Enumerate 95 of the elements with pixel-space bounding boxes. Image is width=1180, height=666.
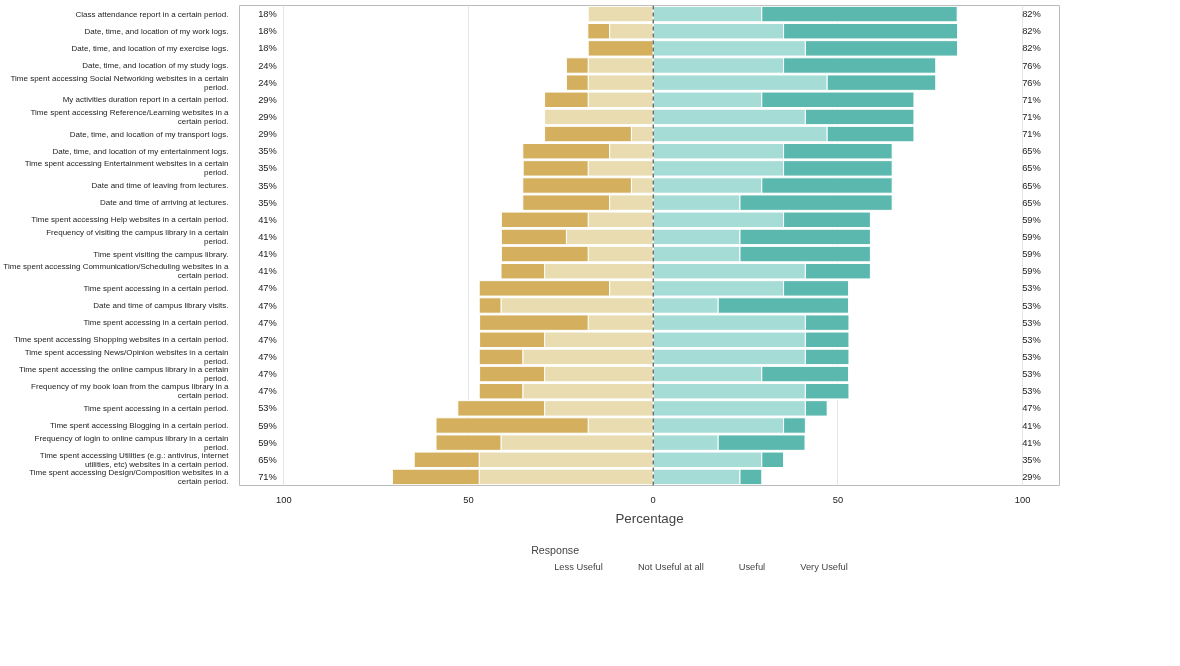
y-tick-label: Date, time, and location of my exercise logs. [71,43,229,53]
annotation: 41% [1022,420,1041,431]
y-tick-label: Time spent visiting the campus library. [93,249,229,259]
annotation: 71% [1022,94,1041,105]
y-tick-label: Time spent accessing in a certain period. [83,318,229,328]
y-tick-label: Time spent accessing Communication/Scheduling websites in a certain period. [3,262,230,281]
y-tick-label: Time spent accessing Shopping websites in a certain period. [14,335,229,345]
annotation: 82% [1022,26,1041,37]
y-tick-label: Time spent accessing Social Networking websites in a certain period. [10,73,229,92]
annotation: 35% [258,163,277,174]
y-tick-label: Date, time, and location of my study logs. [82,61,229,70]
y-tick-label: Frequency of my book loan from the campus library in a certain period. [31,382,230,401]
annotation: 59% [258,420,277,431]
annotation: 41% [258,231,277,242]
annotation: 71% [1022,111,1041,122]
annotation: 47% [258,334,277,345]
annotation: 53% [1022,369,1041,380]
annotation: 29% [258,129,277,140]
annotation: 71% [258,471,277,482]
annotation: 18% [258,43,277,54]
y-tick-label: Frequency of visiting the campus library in a certain period. [46,227,229,246]
annotation: 18% [258,9,277,20]
y-tick-label: Time spent accessing Entertainment websites in a certain period. [24,159,229,178]
text: Useful [738,561,766,572]
y-tick-label: Time spent accessing in a certain period. [83,403,229,413]
annotation: 53% [1022,317,1041,328]
annotation: 47% [258,351,277,362]
x-axis-title: Percentage [615,510,684,526]
annotation: 35% [258,197,277,208]
annotation: 82% [1022,43,1041,54]
annotation: 24% [258,77,277,88]
annotation: 47% [1022,403,1041,414]
annotation: 53% [1022,351,1041,362]
annotation: 35% [258,180,277,191]
x-tick-label: 100 [276,494,292,505]
annotation: 41% [1022,437,1041,448]
annotation: 47% [258,300,277,311]
annotation: 41% [258,249,277,260]
text: Very Useful [800,561,848,572]
annotation: 53% [1022,334,1041,345]
annotation: 53% [1022,283,1041,294]
x-tick-label: 50 [832,494,844,505]
y-tick-label: Date, time, and location of my work logs. [84,26,229,36]
y-tick-label: Time spent accessing in a certain period. [83,283,229,293]
annotation: 59% [1022,231,1041,242]
x-tick-label: 0 [650,494,656,505]
annotation: 35% [1022,454,1041,465]
annotation: 82% [1022,9,1041,20]
annotation: 65% [1022,180,1041,191]
y-tick-label: Date, time, and location of my entertainment logs. [52,146,229,156]
legend-title: Response [531,543,581,556]
annotation: 65% [1022,146,1041,157]
annotation: 53% [1022,386,1041,397]
annotation: 71% [1022,129,1041,140]
y-tick-label: Date and time of leaving from lectures. [91,181,229,190]
annotation: 41% [258,214,277,225]
y-tick-label: My activities duration report in a certain period. [62,95,229,105]
y-tick-label: Date and time of campus library visits. [93,301,229,310]
y-tick-label: Date, time, and location of my transport logs. [69,129,229,139]
y-tick-label: Time spent accessing the online campus library in a certain period. [18,365,229,384]
annotation: 59% [1022,249,1041,260]
annotation: 24% [258,60,277,71]
annotation: 47% [258,317,277,328]
y-tick-label: Time spent accessing News/Opinion websites in a certain period. [24,347,229,366]
annotation: 65% [1022,197,1041,208]
annotation: 76% [1022,77,1041,88]
y-tick-label: Time spent accessing Utilities (e.g.: antivirus, internet utilities, etc) websites in a certain period. [39,450,230,469]
annotation: 76% [1022,60,1041,71]
x-tick-label: 50 [463,494,474,505]
text: Not Useful at all [637,561,704,572]
text: Less Useful [554,561,603,572]
annotation: 65% [258,454,277,465]
x-tick-label: 100 [1014,494,1031,505]
annotation: 65% [1022,163,1041,174]
annotation: 47% [258,369,277,380]
y-tick-label: Time spent accessing Reference/Learning websites in a certain period. [30,107,230,126]
y-tick-label: Time spent accessing Design/Composition websites in a certain period. [29,467,230,486]
annotation: 35% [258,146,277,157]
annotation: 59% [1022,266,1041,277]
y-tick-label: Date and time of arriving at lectures. [100,198,229,208]
annotation: 47% [258,283,277,294]
y-tick-label: Frequency of login to online campus library in a certain period. [34,433,229,452]
annotation: 18% [258,26,277,37]
annotation: 53% [258,403,277,414]
annotation: 53% [1022,300,1041,311]
annotation: 29% [1022,471,1041,482]
y-tick-label: Time spent accessing Help websites in a certain period. [31,215,229,225]
annotation: 59% [1022,214,1041,225]
annotation: 59% [258,437,277,448]
y-tick-label: Time spent accessing Blogging in a certain period. [50,421,229,430]
y-tick-label: Class attendance report in a certain period. [75,9,229,19]
annotation: 29% [258,94,277,105]
annotation: 41% [258,266,277,277]
annotation: 47% [258,386,277,397]
annotation: 29% [258,111,277,122]
